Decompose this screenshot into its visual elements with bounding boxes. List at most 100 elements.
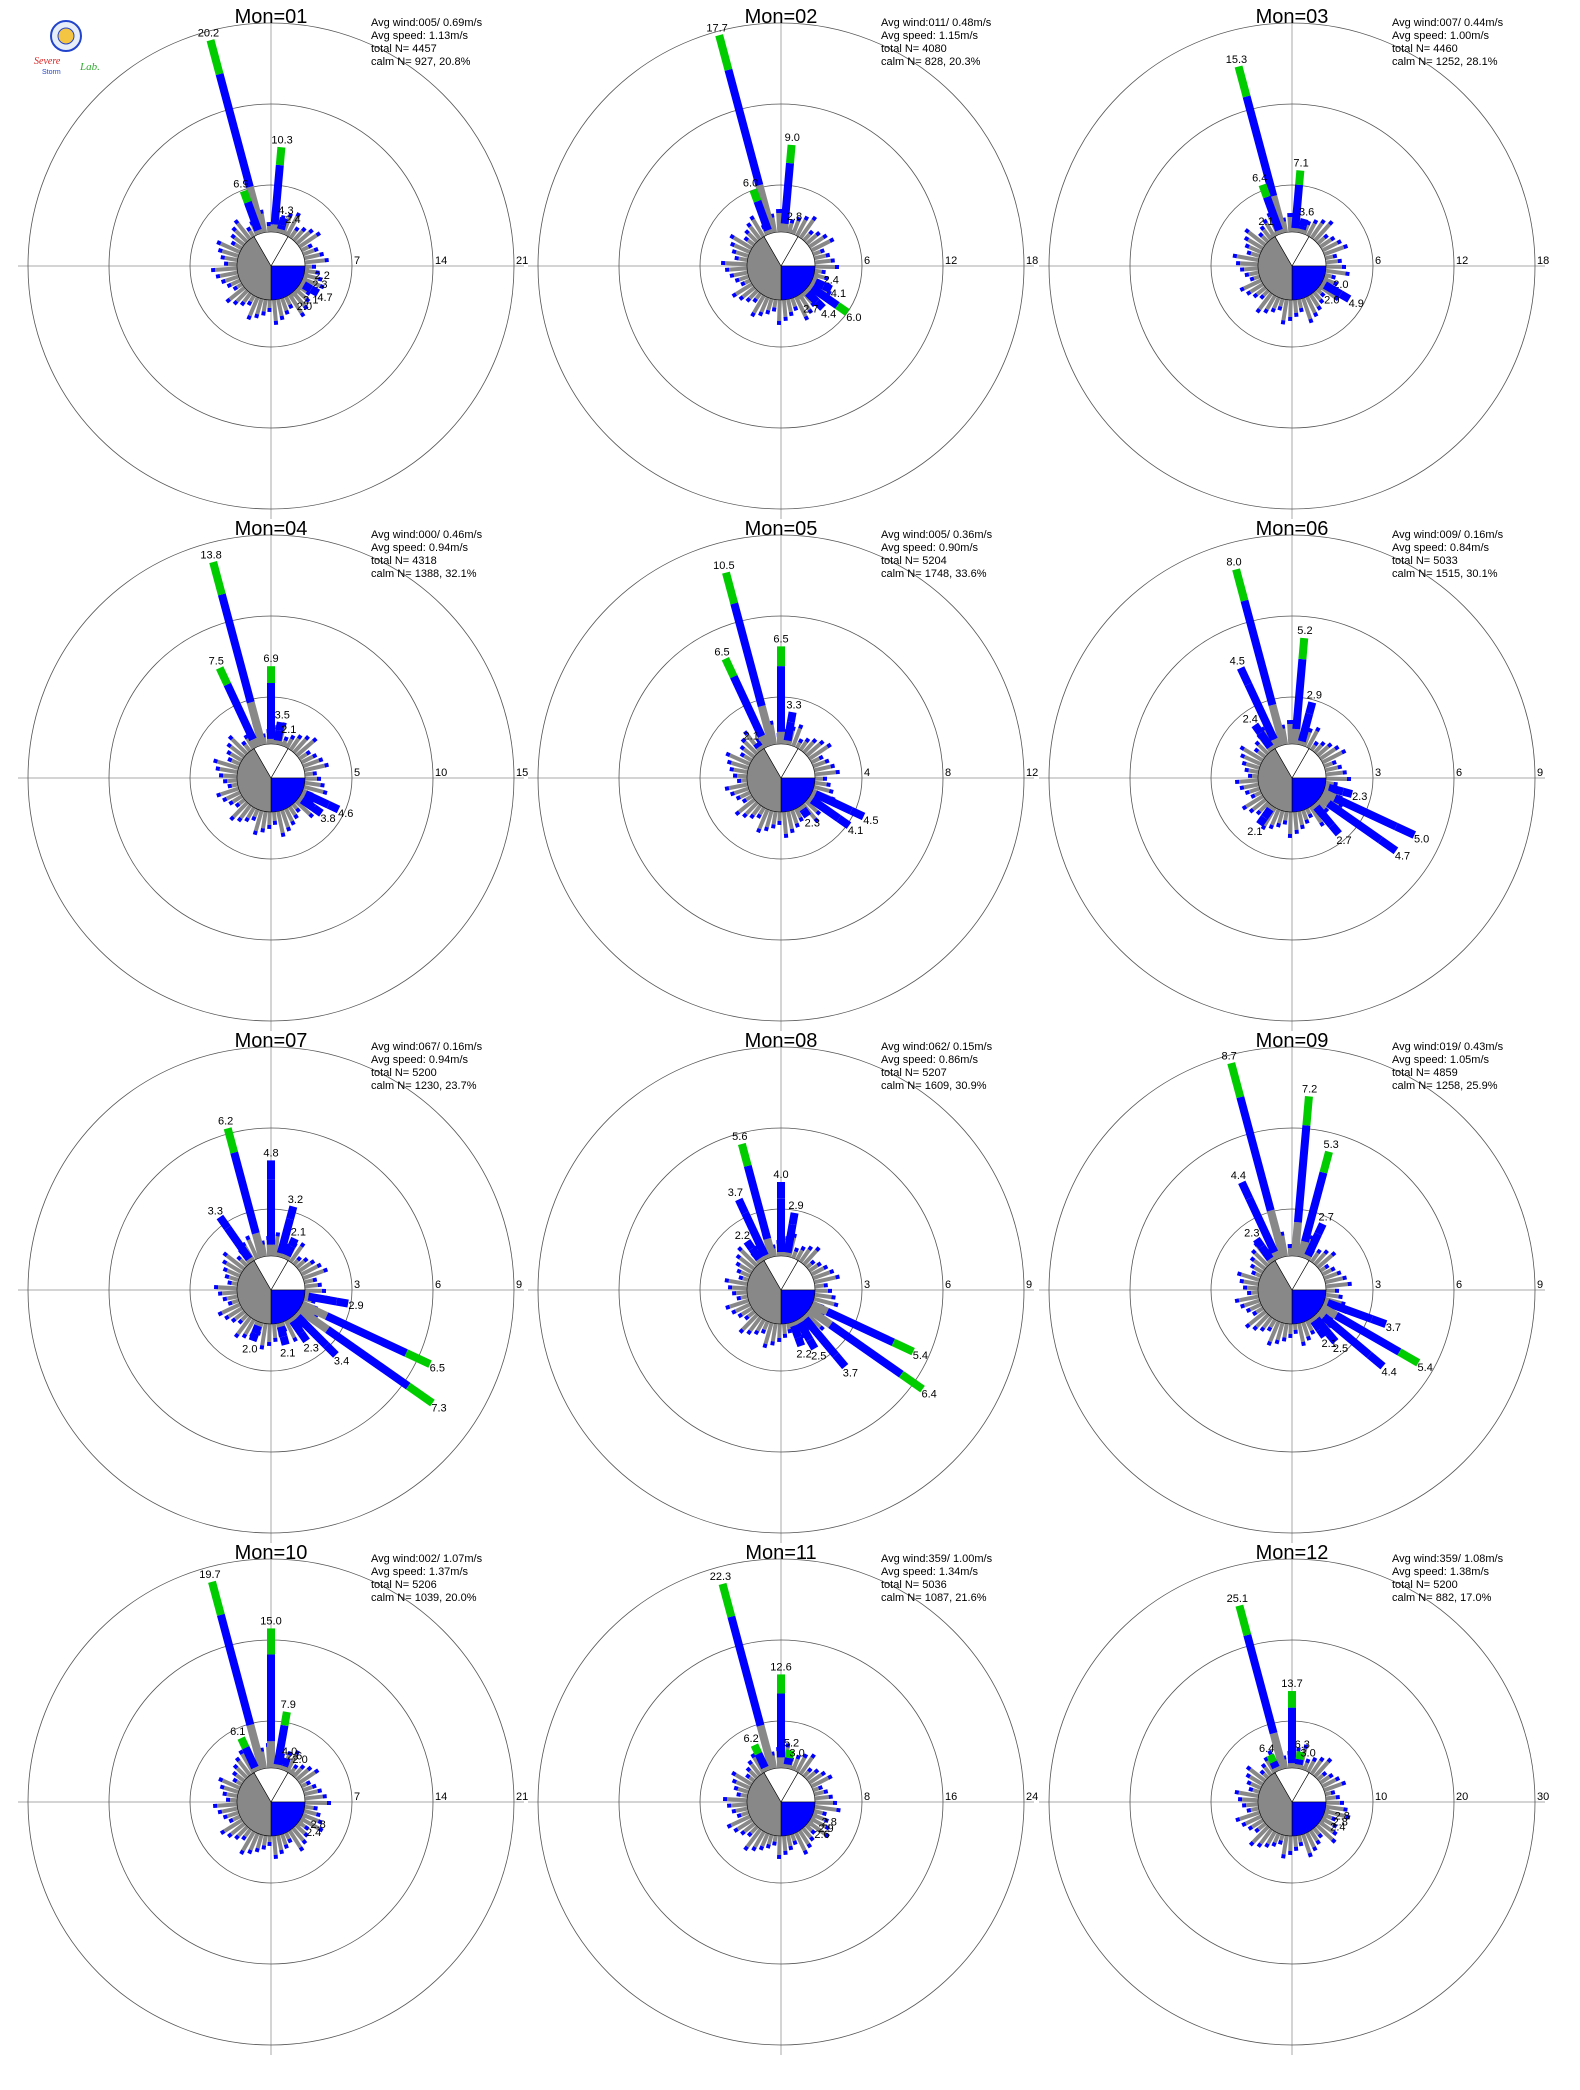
direction-bar: [1313, 804, 1335, 829]
direction-bar: [1237, 666, 1252, 687]
minor-direction-bar: [304, 1794, 323, 1801]
minor-direction-bar: [1255, 1306, 1265, 1314]
minor-direction-bar-tip: [1312, 219, 1319, 225]
direction-bar: [738, 1142, 752, 1167]
direction-bar: [735, 1197, 749, 1215]
direction-bar: [276, 1325, 288, 1338]
direction-bar: [405, 1382, 435, 1407]
minor-direction-bar-tip: [304, 297, 311, 303]
direction-bar: [325, 1326, 411, 1390]
minor-direction-bar: [1313, 223, 1331, 243]
minor-direction-bar-tip: [225, 297, 232, 304]
wind-rose-panel-11: 8 16 24 22.3 12.6 6.2 5.23.0 2.82.92.6 Mon=11 Avg…: [528, 1542, 1038, 2055]
info-line-1: Avg wind:007/ 0.44m/s: [1392, 17, 1504, 29]
minor-direction-bar: [240, 1313, 249, 1322]
minor-direction-bar: [1287, 723, 1293, 745]
minor-direction-bar: [298, 233, 318, 249]
minor-direction-bar: [1245, 762, 1261, 770]
direction-bar: [1322, 273, 1330, 283]
bar-value-label: 13.7: [1281, 1678, 1302, 1690]
minor-direction-bar: [1323, 245, 1345, 257]
minor-direction-bar: [1281, 1835, 1289, 1855]
direction-bar: [812, 270, 819, 280]
minor-direction-bar: [743, 278, 752, 285]
minor-direction-bar: [225, 1253, 246, 1271]
direction-bar: [755, 744, 765, 753]
direction-bar: [1244, 682, 1278, 742]
minor-direction-bar-tip: [831, 1295, 836, 1300]
direction-bar: [296, 794, 305, 804]
minor-direction-bar-tip: [1298, 307, 1304, 313]
direction-bar: [785, 228, 795, 235]
direction-bar: [206, 39, 224, 76]
bar-value-label: 25.1: [1227, 1593, 1248, 1605]
direction-bar: [278, 1764, 288, 1772]
minor-direction-bar-tip: [1259, 225, 1266, 231]
minor-direction-bar-tip: [1247, 1825, 1254, 1831]
minor-direction-bar-tip: [308, 812, 315, 819]
bar-value-label: 3.0: [789, 1748, 804, 1760]
minor-direction-bar-tip: [226, 282, 232, 289]
minor-direction-bar-tip: [319, 283, 325, 290]
minor-direction-bar-tip: [283, 736, 289, 742]
minor-direction-bar-tip: [303, 1825, 310, 1831]
minor-direction-bar-tip: [312, 1277, 318, 1283]
direction-bar: [296, 1306, 330, 1333]
minor-direction-bar-tip: [758, 1845, 765, 1851]
minor-direction-bar-tip: [221, 1259, 228, 1265]
minor-direction-bar: [237, 1759, 252, 1777]
minor-direction-bar: [292, 229, 304, 243]
minor-direction-bar: [802, 232, 812, 243]
minor-direction-bar: [292, 738, 308, 755]
minor-direction-bar-tip: [232, 1777, 238, 1784]
minor-direction-bar-tip: [1240, 1303, 1246, 1309]
minor-direction-bar: [814, 268, 822, 274]
bar-value-label: 2.8: [1333, 1816, 1348, 1828]
info-line-3: total N= 5036: [881, 1579, 947, 1591]
minor-direction-bar-tip: [769, 213, 775, 219]
minor-direction-bar: [752, 294, 766, 314]
minor-direction-bar: [735, 250, 750, 258]
minor-direction-bar-tip: [746, 1329, 752, 1336]
info-line-4: calm N= 1252, 28.1%: [1392, 56, 1498, 68]
minor-direction-bar: [237, 797, 246, 806]
minor-direction-bar: [226, 1792, 238, 1799]
direction-bar: [808, 1815, 816, 1825]
minor-direction-bar-tip: [829, 237, 835, 243]
direction-bar: [806, 1337, 819, 1351]
minor-direction-bar: [1238, 1294, 1260, 1303]
minor-direction-bar: [738, 274, 750, 282]
ring-label: 3: [354, 1279, 360, 1291]
bar-value-label: 22.3: [710, 1571, 731, 1583]
minor-direction-bar: [1257, 291, 1274, 311]
minor-direction-bar-tip: [217, 1311, 223, 1317]
minor-direction-bar-tip: [833, 1302, 839, 1308]
minor-direction-bar: [795, 219, 808, 237]
calm-wedge-grey: [746, 1772, 782, 1837]
minor-direction-bar: [748, 1775, 756, 1783]
info-line-3: total N= 5204: [881, 555, 947, 567]
direction-bar: [303, 790, 331, 809]
minor-direction-bar: [733, 270, 749, 278]
direction-bar: [303, 267, 310, 277]
minor-direction-bar: [755, 1318, 766, 1332]
direction-bar: [1326, 800, 1383, 844]
minor-direction-bar: [1308, 805, 1323, 824]
minor-direction-bar-tip: [738, 1328, 745, 1334]
minor-direction-bar-tip: [822, 1264, 829, 1270]
direction-bar: [246, 701, 267, 747]
minor-direction-bar: [1292, 299, 1299, 313]
minor-direction-bar: [1236, 254, 1259, 263]
ring-label: 4: [864, 767, 870, 779]
info-line-3: total N= 4460: [1392, 43, 1458, 55]
minor-direction-bar: [1268, 1320, 1281, 1343]
minor-direction-bar-tip: [809, 1835, 815, 1842]
minor-direction-bar: [742, 747, 756, 759]
minor-direction-bar-tip: [296, 1255, 302, 1262]
direction-bar: [1266, 1209, 1288, 1259]
minor-direction-bar: [216, 1802, 238, 1808]
minor-direction-bar-tip: [289, 734, 296, 741]
direction-bar: [788, 1212, 799, 1226]
minor-direction-bar-tip: [800, 1245, 806, 1252]
minor-direction-bar: [271, 811, 277, 822]
